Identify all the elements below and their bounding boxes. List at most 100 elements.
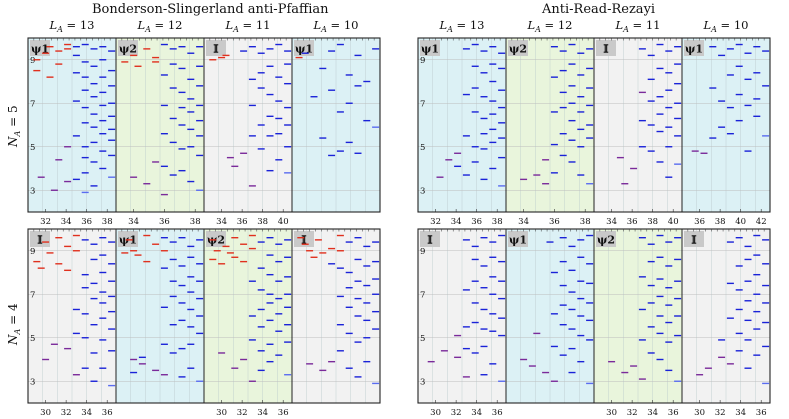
x-tick-label: 36 (237, 217, 248, 227)
sector-badge-label: ψ1 (31, 43, 49, 56)
x-tick-label: 36 (102, 408, 113, 418)
x-tick-label: 30 (40, 408, 51, 418)
sector-badge-label: ψ1 (509, 234, 527, 247)
x-tick-label: 32 (430, 217, 441, 227)
y-tick-label: 5 (30, 334, 35, 344)
x-tick-label: 32 (61, 408, 72, 418)
y-tick-label: 7 (30, 290, 35, 300)
sector-badge-label: 𝕀 (427, 234, 432, 247)
x-tick-label: 36 (492, 408, 503, 418)
column-label: LA = 11 (614, 18, 660, 34)
x-tick-label: 34 (451, 217, 462, 227)
x-tick-label: 34 (128, 217, 139, 227)
x-tick-label: 34 (606, 217, 617, 227)
x-tick-label: 36 (668, 408, 679, 418)
x-tick-label: 38 (580, 217, 591, 227)
x-tick-label: 34 (257, 408, 268, 418)
column-label: LA = 11 (224, 18, 270, 34)
group-title-right: Anti-Read-Rezayi (542, 2, 656, 17)
y-tick-label: 5 (420, 334, 425, 344)
panel-3: 30 32 34 36 𝕀 ψ1 30 32 34 36 ψ2 30 32 34 36 𝕀 3 5 7 9 (417, 228, 771, 418)
column-label: LA = 12 (136, 18, 182, 34)
x-tick-label: 36 (627, 217, 638, 227)
x-tick-label: 34 (216, 217, 227, 227)
sector-badge-box (508, 40, 528, 56)
sector-badge-label: 𝕀 (213, 43, 218, 56)
y-tick-label: 9 (420, 56, 425, 66)
x-tick-label: 36 (549, 217, 560, 227)
x-tick-label: 40 (278, 217, 289, 227)
x-tick-label: 34 (471, 408, 482, 418)
y-tick-label: 7 (420, 99, 425, 109)
sector-badge-box (508, 231, 528, 247)
y-tick-label: 3 (420, 377, 425, 387)
sector-badge-box (294, 40, 314, 56)
sector-badge-box (420, 40, 440, 56)
sector-badge-label: ψ2 (509, 43, 527, 56)
column-label: LA = 10 (702, 18, 748, 34)
sector-badge-label: ψ2 (119, 43, 137, 56)
x-tick-label: 36 (471, 217, 482, 227)
x-tick-label: 38 (190, 217, 201, 227)
sector-badge-label: 𝕀 (603, 43, 608, 56)
sector-badge-box (30, 40, 50, 56)
x-tick-label: 38 (715, 217, 726, 227)
sector-badge-label: 𝕀 (37, 234, 42, 247)
y-tick-label: 3 (30, 377, 35, 387)
x-tick-label: 38 (647, 217, 658, 227)
sector-badge-label: ψ1 (295, 43, 313, 56)
x-tick-label: 32 (715, 408, 726, 418)
sector-badge-label: 𝕀 (691, 234, 696, 247)
x-tick-label: 30 (430, 408, 441, 418)
group-title-left: Bonderson-Slingerland anti-Pfaffian (92, 2, 329, 17)
sector-badge-label: ψ2 (597, 234, 615, 247)
sector-badge-box (118, 40, 138, 56)
sector-badge-box (206, 40, 226, 56)
panel-0: 32 34 36 38 ψ1 34 36 38 ψ2 34 36 38 40 𝕀 ψ1 3 5 7 9 (27, 37, 381, 227)
x-tick-label: 36 (159, 217, 170, 227)
y-tick-label: 9 (30, 56, 35, 66)
column-label: LA = 12 (526, 18, 572, 34)
y-tick-label: 5 (420, 143, 425, 153)
sector-badge-box (294, 231, 314, 247)
x-tick-label: 32 (40, 217, 51, 227)
sector-badge-label: 𝕀 (301, 234, 306, 247)
sector-badge-box (420, 231, 440, 247)
sector-badge-box (206, 231, 226, 247)
x-tick-label: 38 (492, 217, 503, 227)
x-tick-label: 32 (627, 408, 638, 418)
x-tick-label: 34 (61, 217, 72, 227)
column-label: LA = 13 (438, 18, 484, 34)
y-tick-label: 3 (420, 186, 425, 196)
x-tick-label: 34 (735, 408, 746, 418)
x-tick-label: 36 (81, 217, 92, 227)
sector-badge-box (596, 40, 616, 56)
x-tick-label: 32 (451, 408, 462, 418)
y-tick-label: 9 (30, 247, 35, 257)
column-label: LA = 10 (312, 18, 358, 34)
x-tick-label: 38 (257, 217, 268, 227)
sector-badge-box (118, 231, 138, 247)
x-tick-label: 38 (102, 217, 113, 227)
sector-badge-box (596, 231, 616, 247)
y-tick-label: 7 (30, 99, 35, 109)
x-tick-label: 30 (216, 408, 227, 418)
panel-2: 32 34 36 38 ψ1 34 36 38 ψ2 34 36 38 40 𝕀 36 38 40 42 ψ1 3 5 7… (417, 37, 771, 227)
x-tick-label: 32 (237, 408, 248, 418)
sector-badge-box (684, 40, 704, 56)
x-tick-label: 36 (278, 408, 289, 418)
x-tick-label: 40 (735, 217, 746, 227)
sector-badge-box (684, 231, 704, 247)
y-tick-label: 5 (30, 143, 35, 153)
x-tick-label: 30 (606, 408, 617, 418)
sector-badge-label: ψ1 (421, 43, 439, 56)
y-tick-label: 3 (30, 186, 35, 196)
sector-badge-box (30, 231, 50, 247)
x-tick-label: 42 (756, 217, 767, 227)
column-label: LA = 13 (48, 18, 94, 34)
y-tick-label: 7 (420, 290, 425, 300)
x-tick-label: 34 (81, 408, 92, 418)
